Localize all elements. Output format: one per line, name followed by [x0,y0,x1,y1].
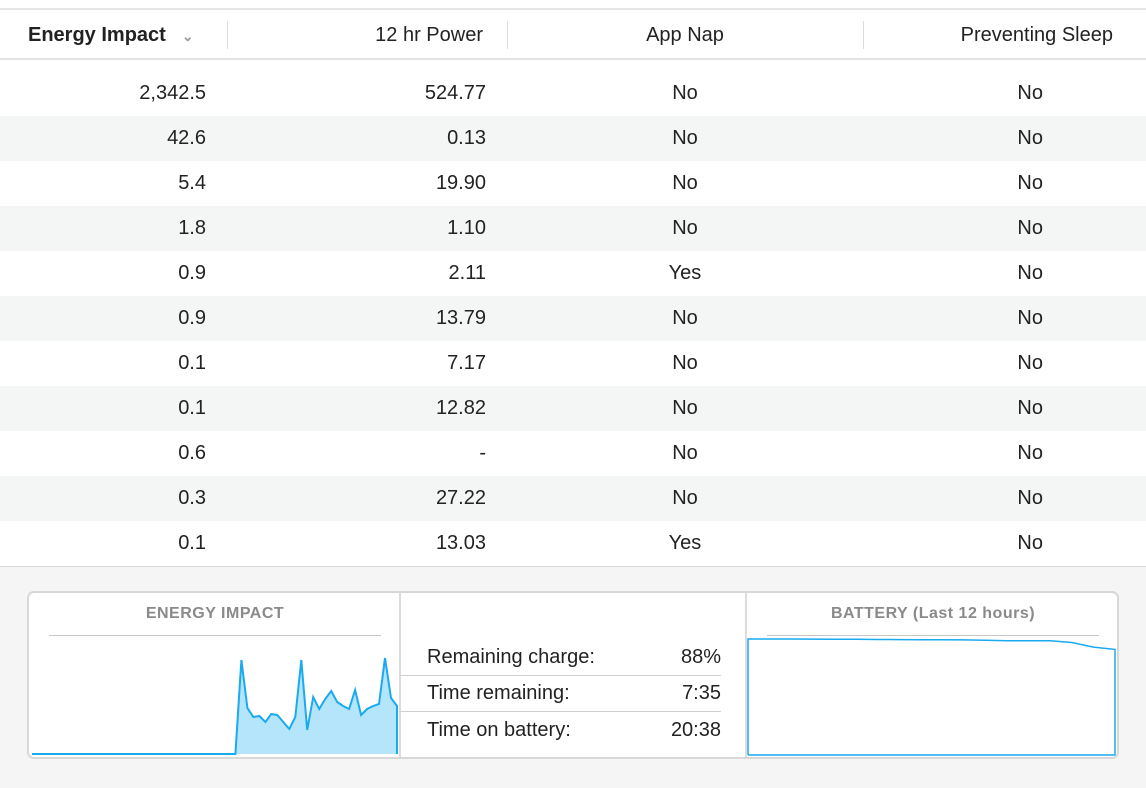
cell-app-nap: Yes [668,262,702,284]
cell-energy-impact: 0.9 [178,307,206,329]
cell-energy-impact: 2,342.5 [139,82,206,104]
stat-label: Time on battery: [427,719,571,741]
energy-impact-graph [32,657,398,755]
cell-energy-impact: 1.8 [178,217,206,239]
cell-energy-impact: 0.1 [178,532,206,554]
column-separator[interactable] [227,21,228,49]
table-row[interactable]: 42.6 0.13 No No [0,116,1146,161]
column-header-preventing-sleep[interactable]: Preventing Sleep [960,24,1113,46]
stat-value: 20:38 [670,719,721,741]
stat-value: 7:35 [682,682,721,704]
cell-energy-impact: 0.9 [178,262,206,284]
cell-12hr-power: 2.11 [448,262,486,284]
cell-12hr-power: 7.17 [447,352,486,374]
stat-label: Remaining charge: [427,646,595,668]
panel-divider [745,593,747,757]
cell-12hr-power: 19.90 [435,172,486,194]
column-separator[interactable] [507,21,508,49]
cell-12hr-power: 12.82 [435,397,486,419]
table-row[interactable]: 1.8 1.10 No No [0,206,1146,251]
cell-app-nap: No [672,307,698,329]
cell-12hr-power: 13.03 [435,532,486,554]
table-row[interactable]: 0.9 2.11 Yes No [0,251,1146,296]
summary-panel: ENERGY IMPACT Remaining charge: 88% Time … [0,566,1146,788]
stat-label: Time remaining: [427,682,570,704]
table-row[interactable]: 0.3 27.22 No No [0,476,1146,521]
table-header: Energy Impact ⌄ 12 hr Power App Nap Preve… [0,10,1146,60]
cell-12hr-power: 13.79 [435,307,486,329]
battery-line [747,638,1116,756]
energy-impact-title: ENERGY IMPACT [145,605,285,622]
top-divider [0,8,1146,10]
cell-preventing-sleep: No [1017,127,1043,149]
energy-line [32,657,398,755]
cell-preventing-sleep: No [1017,532,1043,554]
cell-energy-impact: 0.1 [178,352,206,374]
table-row[interactable]: 0.1 7.17 No No [0,341,1146,386]
table-row[interactable]: 0.1 13.03 Yes No [0,521,1146,566]
cell-preventing-sleep: No [1017,352,1043,374]
cell-energy-impact: 0.6 [178,442,206,464]
cell-preventing-sleep: No [1017,262,1043,284]
cell-energy-impact: 5.4 [178,172,206,194]
cell-energy-impact: 42.6 [167,127,206,149]
process-table: 2,342.5 524.77 No No 42.6 0.13 No No 5.4 19.90 No N… [0,71,1146,566]
table-row[interactable]: 5.4 19.90 No No [0,161,1146,206]
battery-title: BATTERY (Last 12 hours) [830,605,1036,622]
table-row[interactable]: 0.9 13.79 No No [0,296,1146,341]
column-separator[interactable] [863,21,864,49]
column-header-energy-impact[interactable]: Energy Impact ⌄ [28,10,194,60]
cell-energy-impact: 0.3 [178,487,206,509]
cell-app-nap: No [672,442,698,464]
chevron-down-icon: ⌄ [181,28,194,44]
cell-preventing-sleep: No [1017,172,1043,194]
cell-12hr-power: 524.77 [424,82,486,104]
title-underline [767,635,1099,636]
cell-preventing-sleep: No [1017,487,1043,509]
cell-app-nap: No [672,487,698,509]
column-label: Energy Impact [28,24,166,46]
stat-time-remaining: Time remaining: 7:35 [399,676,721,712]
column-header-app-nap[interactable]: App Nap [646,24,724,46]
cell-12hr-power: 27.22 [435,487,486,509]
cell-app-nap: No [672,352,698,374]
cell-12hr-power: - [479,442,486,464]
table-row[interactable]: 2,342.5 524.77 No No [0,71,1146,116]
cell-app-nap: No [672,217,698,239]
cell-app-nap: No [672,127,698,149]
title-underline [49,635,381,636]
column-header-12hr-power[interactable]: 12 hr Power [375,24,483,46]
summary-box: ENERGY IMPACT Remaining charge: 88% Time … [27,591,1119,759]
cell-preventing-sleep: No [1017,397,1043,419]
cell-energy-impact: 0.1 [178,397,206,419]
stat-remaining-charge: Remaining charge: 88% [399,640,721,676]
cell-preventing-sleep: No [1017,442,1043,464]
cell-app-nap: No [672,397,698,419]
energy-area [32,658,397,754]
cell-app-nap: No [672,82,698,104]
stat-time-on-battery: Time on battery: 20:38 [399,713,721,749]
cell-12hr-power: 1.10 [447,217,486,239]
table-row[interactable]: 0.1 12.82 No No [0,386,1146,431]
cell-preventing-sleep: No [1017,82,1043,104]
stat-value: 88% [680,646,721,668]
table-row[interactable]: 0.6 - No No [0,431,1146,476]
cell-app-nap: Yes [668,532,702,554]
cell-preventing-sleep: No [1017,217,1043,239]
cell-preventing-sleep: No [1017,307,1043,329]
battery-graph [747,638,1116,756]
cell-12hr-power: 0.13 [447,127,486,149]
cell-app-nap: No [672,172,698,194]
